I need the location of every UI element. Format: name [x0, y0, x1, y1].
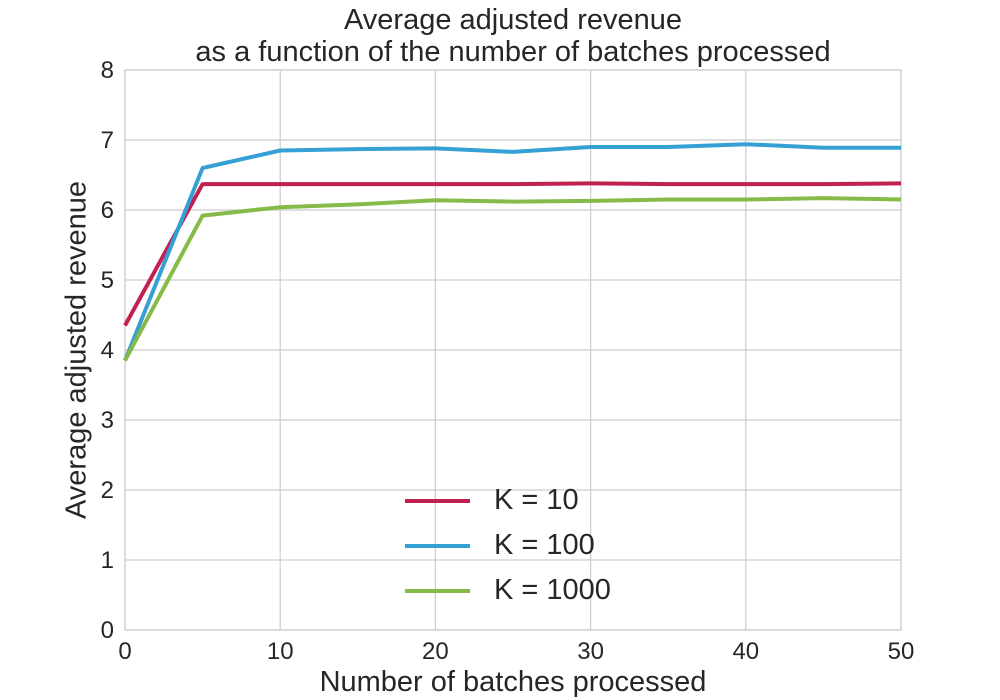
x-tick-label: 50 — [888, 638, 915, 665]
x-axis-label: Number of batches processed — [319, 666, 707, 698]
y-tick-label: 1 — [101, 547, 114, 574]
y-tick-label: 7 — [101, 127, 114, 154]
series-line-k10 — [123, 181, 902, 327]
legend-swatch-k100 — [405, 543, 470, 548]
legend-swatch-k10 — [405, 498, 470, 503]
legend-item-k10: K = 10 — [405, 478, 611, 523]
chart-title-line-1: Average adjusted revenue — [343, 4, 683, 36]
y-axis-label: Average adjusted revenue — [60, 180, 93, 520]
y-tick-label: 4 — [101, 337, 114, 364]
legend-label-k100: K = 100 — [494, 529, 595, 561]
x-tick-label: 30 — [577, 638, 604, 665]
x-tick-label: 40 — [732, 638, 759, 665]
y-tick-labels: 0 1 2 3 4 5 6 7 8 — [101, 57, 114, 644]
x-tick-label: 10 — [267, 638, 294, 665]
y-tick-label: 3 — [101, 407, 114, 434]
legend-label-k1000: K = 1000 — [494, 574, 611, 606]
legend-label-k10: K = 10 — [494, 484, 579, 516]
y-tick-label: 8 — [101, 57, 114, 84]
legend-item-k1000: K = 1000 — [405, 568, 611, 613]
y-tick-label: 2 — [101, 477, 114, 504]
y-tick-label: 0 — [101, 617, 114, 644]
plot-frame — [124, 69, 902, 631]
series-line-k100 — [123, 142, 901, 362]
y-tick-label: 6 — [101, 197, 114, 224]
legend-swatch-k1000 — [405, 588, 470, 593]
legend-item-k100: K = 100 — [405, 523, 611, 568]
x-tick-labels: 0 10 20 30 40 50 — [118, 638, 914, 665]
chart-title-line-2: as a function of the number of batches p… — [195, 36, 831, 68]
x-tick-label: 20 — [422, 638, 449, 665]
legend: K = 10 K = 100 K = 1000 — [405, 478, 611, 613]
series-line-k1000 — [123, 196, 902, 362]
x-tick-label: 0 — [118, 638, 131, 665]
series-group — [123, 142, 902, 362]
y-tick-label: 5 — [101, 267, 114, 294]
